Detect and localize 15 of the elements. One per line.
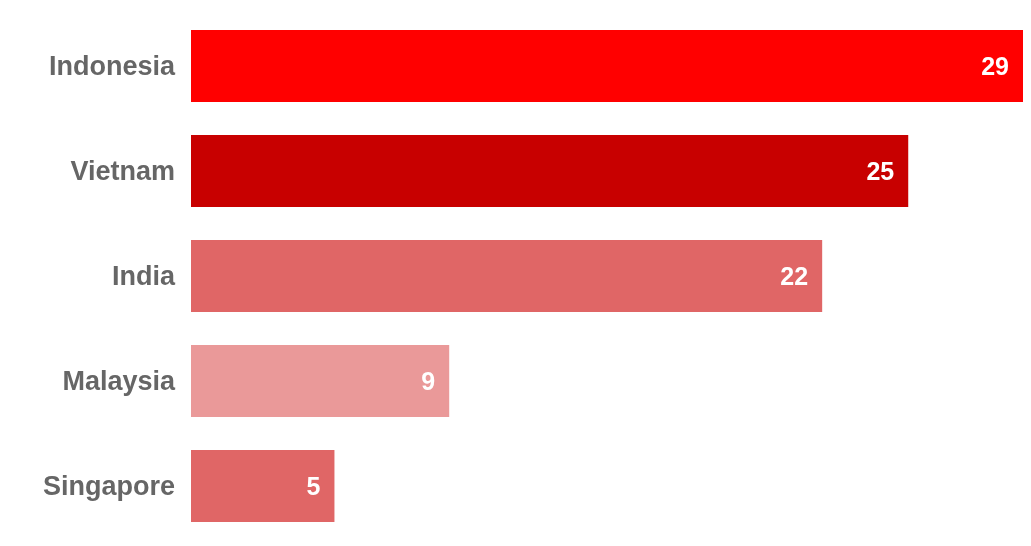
bar bbox=[191, 30, 1023, 102]
y-tick-label: Singapore bbox=[42, 471, 175, 502]
data-label: 25 bbox=[866, 156, 895, 185]
y-tick-label: Vietnam bbox=[70, 156, 175, 187]
y-tick-label: Malaysia bbox=[62, 366, 176, 397]
data-label: 29 bbox=[981, 51, 1009, 80]
data-label: 5 bbox=[306, 471, 321, 500]
y-tick-label: India bbox=[111, 261, 176, 292]
data-label: 22 bbox=[780, 261, 809, 290]
bar bbox=[191, 345, 450, 417]
y-tick-label: Indonesia bbox=[48, 51, 176, 82]
bar bbox=[191, 135, 909, 207]
bar bbox=[191, 450, 335, 522]
data-label: 9 bbox=[421, 366, 436, 395]
bar bbox=[191, 240, 823, 312]
